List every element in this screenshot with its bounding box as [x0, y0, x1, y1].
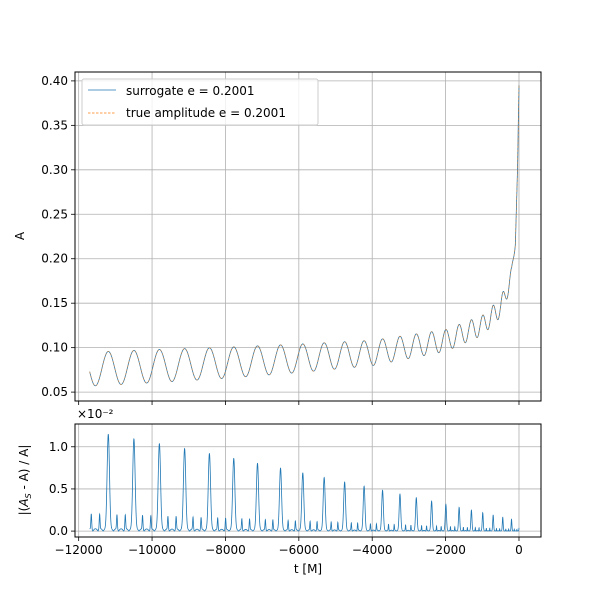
relative-error-line	[89, 433, 520, 532]
relative-error-y-tick-label: 0.5	[49, 482, 68, 496]
relative-error-x-tick-label: −10000	[128, 543, 176, 557]
relative-error-y-tick-label: 1.0	[49, 440, 68, 454]
relative-error-grid	[75, 424, 541, 537]
amplitude-y-tick-label: 0.10	[41, 341, 68, 355]
relative-error-series	[89, 433, 520, 532]
relative-error-axes-frame	[74, 423, 542, 538]
relative-error-y-axis-label: |(AS - A) / A|	[17, 445, 33, 516]
amplitude-y-tick-label: 0.35	[41, 118, 68, 132]
amplitude-series	[89, 85, 520, 387]
legend-true-amplitude-label: true amplitude e = 0.2001	[126, 106, 286, 120]
relative-error-plot-area	[75, 424, 541, 537]
amplitude-y-tick-label: 0.05	[41, 385, 68, 399]
amplitude-y-tick-label: 0.30	[41, 163, 68, 177]
relative-error-panel: −12000 −10000 −8000 −6000 −4000 −2000 0 0.0 0.5 1…	[17, 407, 542, 576]
amplitude-y-tick-label: 0.15	[41, 296, 68, 310]
amplitude-y-axis-label: A	[13, 231, 27, 240]
relative-error-x-axis-label: t [M]	[294, 562, 322, 576]
amplitude-y-tick-label: 0.20	[41, 252, 68, 266]
relative-error-offset-text: ×10⁻²	[77, 407, 114, 421]
amplitude-y-tick-label: 0.40	[41, 74, 68, 88]
amplitude-ticks: 0.05 0.10 0.15 0.20 0.25 0.30 0.35 0.40	[41, 74, 520, 405]
amplitude-y-tick-label: 0.25	[41, 207, 68, 221]
true-amplitude-line	[89, 85, 520, 387]
relative-error-ticks: −12000 −10000 −8000 −6000 −4000 −2000 0 0.0 0.5 1…	[49, 440, 523, 557]
amplitude-panel: 0.05 0.10 0.15 0.20 0.25 0.30 0.35 0.40 A surro…	[13, 71, 542, 405]
legend-surrogate-label: surrogate e = 0.2001	[126, 84, 255, 98]
amplitude-grid	[75, 72, 541, 401]
legend: surrogate e = 0.2001 true amplitude e = …	[81, 78, 319, 126]
relative-error-x-tick-label: −12000	[55, 543, 103, 557]
amplitude-axes-frame	[74, 71, 542, 402]
relative-error-x-tick-label: −6000	[279, 543, 320, 557]
relative-error-x-tick-label: −2000	[425, 543, 466, 557]
relative-error-y-tick-label: 0.0	[49, 524, 68, 538]
relative-error-x-tick-label: −4000	[352, 543, 393, 557]
relative-error-x-tick-label: −8000	[205, 543, 246, 557]
relative-error-x-tick-label: 0	[515, 543, 523, 557]
amplitude-plot-area	[75, 72, 541, 401]
legend-box	[81, 78, 319, 126]
